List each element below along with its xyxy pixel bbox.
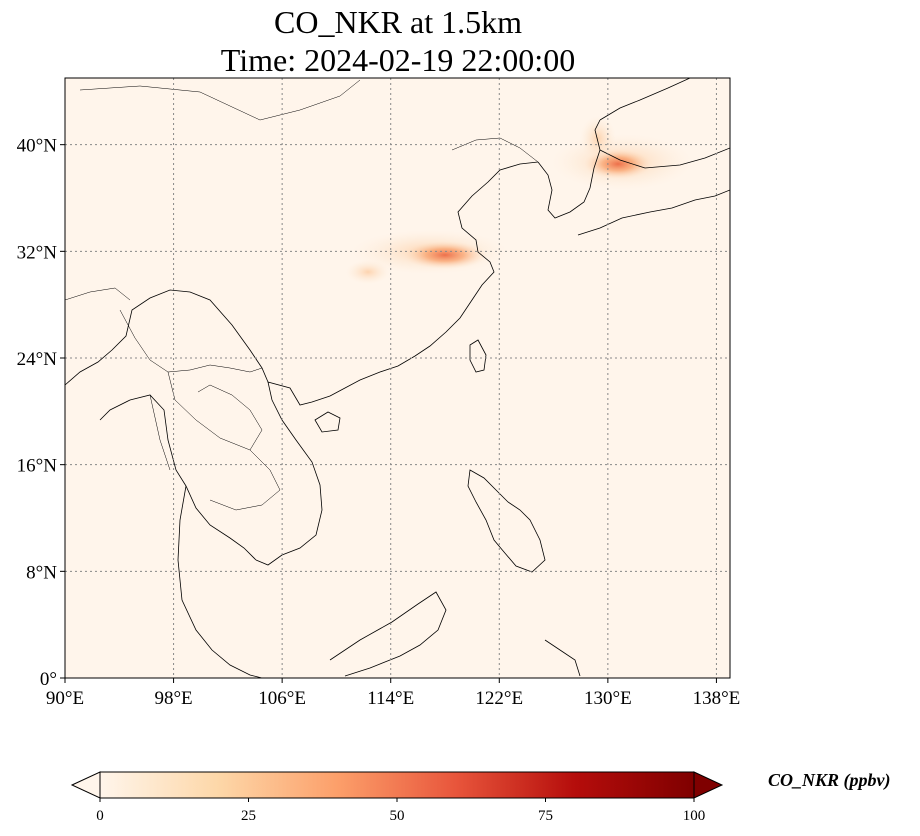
y-tick-label: 32°N [17, 242, 58, 263]
x-tick-label: 122°E [475, 688, 523, 709]
colorbar-ticks: 0 25 50 75 100 [96, 798, 705, 824]
colorbar-tick-label: 0 [96, 808, 104, 824]
x-tick-label: 90°E [46, 688, 84, 709]
x-tick-label: 114°E [367, 688, 414, 709]
colorbar-gradient [99, 771, 695, 799]
latitude-ticks: 0° 8°N 16°N 24°N 32°N 40°N [17, 136, 65, 690]
longitude-ticks: 90°E 98°E 106°E 114°E 122°E 130°E 138°E [46, 678, 740, 709]
colorbar-extend-min [70, 771, 101, 799]
co-plume-korea-japan [552, 116, 692, 190]
map-title-line1: CO_NKR at 1.5km [274, 4, 522, 40]
y-tick-label: 40°N [17, 136, 58, 157]
x-tick-label: 106°E [258, 688, 306, 709]
map-frame [64, 77, 731, 679]
colorbar-tick-label: 25 [241, 808, 256, 824]
colorbar-extend-max [693, 771, 724, 799]
coastlines [65, 78, 730, 678]
colorbar-label: CO_NKR (ppbv) [768, 770, 891, 790]
x-tick-label: 130°E [584, 688, 632, 709]
colorbar-tick-label: 50 [390, 808, 405, 824]
x-tick-label: 138°E [693, 688, 741, 709]
colorbar-tick-label: 75 [538, 808, 553, 824]
y-tick-label: 24°N [17, 349, 58, 370]
country-borders [65, 79, 539, 511]
y-tick-label: 16°N [17, 456, 58, 477]
y-tick-label: 0° [40, 669, 57, 690]
map-title-line2: Time: 2024-02-19 22:00:00 [220, 42, 576, 78]
map-gridlines [65, 78, 730, 678]
colorbar: 0 25 50 75 100 [70, 771, 724, 824]
y-tick-label: 8°N [26, 562, 57, 583]
colorbar-tick-label: 100 [683, 808, 706, 824]
x-tick-label: 98°E [154, 688, 192, 709]
